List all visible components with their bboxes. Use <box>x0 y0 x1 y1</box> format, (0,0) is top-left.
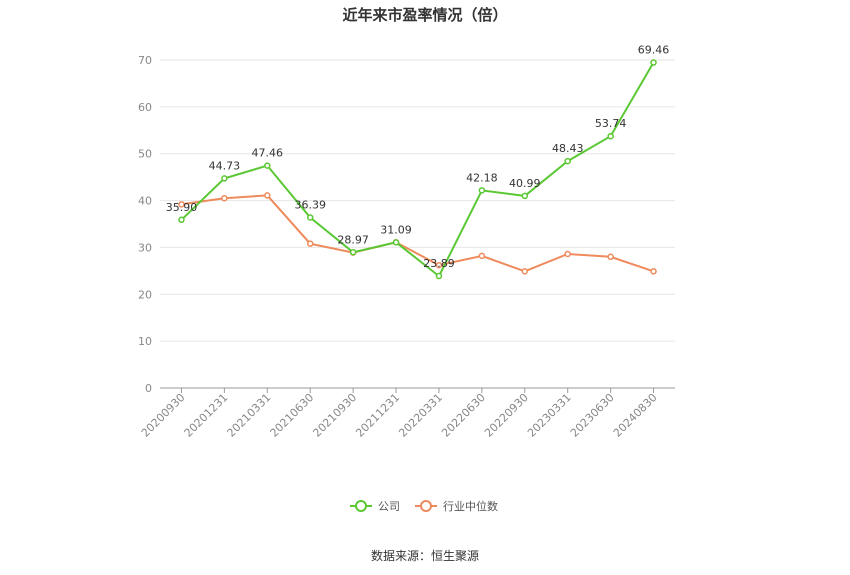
y-tick-label: 70 <box>138 54 152 67</box>
x-tick-label: 20230331 <box>525 391 574 440</box>
legend-swatch-marker <box>355 500 367 512</box>
legend: 公司 行业中位数 <box>350 499 498 513</box>
data-label: 23.89 <box>423 257 455 270</box>
x-tick-label: 20220930 <box>482 391 531 440</box>
data-label: 42.18 <box>466 171 498 184</box>
data-point <box>435 272 443 280</box>
data-label: 44.73 <box>209 159 241 172</box>
data-point <box>221 175 228 182</box>
x-tick-label: 20220630 <box>439 391 488 440</box>
x-tick-label: 20210331 <box>225 391 274 440</box>
data-label: 53.74 <box>595 117 627 130</box>
data-label: 31.09 <box>380 223 412 236</box>
data-point <box>178 216 185 224</box>
data-label: 35.90 <box>166 201 198 214</box>
data-label: 40.99 <box>509 177 541 190</box>
data-point <box>607 253 614 261</box>
x-tick-label: 20220331 <box>396 391 445 440</box>
data-label: 47.46 <box>252 147 284 160</box>
series-lines <box>178 59 657 280</box>
data-point <box>264 192 271 199</box>
legend-swatch-marker <box>420 500 432 512</box>
x-tick-label: 20210630 <box>268 391 317 440</box>
legend-label[interactable]: 行业中位数 <box>443 499 498 513</box>
data-point <box>392 239 400 246</box>
x-tick-label: 20201231 <box>182 391 231 440</box>
source-note: 数据来源：恒生聚源 <box>371 548 479 563</box>
data-point <box>564 157 571 165</box>
y-tick-label: 0 <box>145 382 152 395</box>
x-tick-label: 20211231 <box>353 391 402 440</box>
data-point <box>564 250 571 258</box>
y-tick-label: 60 <box>138 101 152 114</box>
data-point <box>650 59 657 66</box>
data-label: 69.46 <box>638 44 670 57</box>
data-point <box>306 240 314 247</box>
data-point <box>349 249 357 256</box>
x-tick-label: 20200930 <box>139 391 188 440</box>
series-line <box>180 61 655 278</box>
y-tick-label: 50 <box>138 148 152 161</box>
data-point <box>478 252 486 260</box>
grid-lines <box>160 59 675 342</box>
series-line <box>181 194 654 273</box>
data-point <box>478 187 486 194</box>
data-labels: 35.90 44.73 47.46 36.39 28.97 31.09 23.89 42.18… <box>166 44 670 271</box>
data-point <box>178 201 185 208</box>
data-point <box>650 268 657 275</box>
data-point <box>521 268 529 275</box>
data-label: 48.43 <box>552 142 584 155</box>
data-point <box>521 192 529 200</box>
y-tick-label: 10 <box>138 335 152 348</box>
data-point <box>607 132 614 140</box>
data-label: 28.97 <box>337 233 369 246</box>
data-point <box>435 261 443 269</box>
legend-label[interactable]: 公司 <box>378 500 400 513</box>
x-tick-label: 20210930 <box>310 391 359 440</box>
data-point <box>221 194 228 202</box>
data-point <box>264 162 271 169</box>
y-tick-label: 40 <box>138 195 152 208</box>
y-tick-label: 20 <box>138 288 152 301</box>
y-tick-label: 30 <box>138 241 152 254</box>
data-label: 36.39 <box>294 198 326 211</box>
data-point <box>306 214 314 221</box>
x-tick-label: 20240830 <box>611 391 660 440</box>
x-tick-label: 20230630 <box>568 391 617 440</box>
chart-title: 近年来市盈率情况（倍） <box>342 6 507 24</box>
